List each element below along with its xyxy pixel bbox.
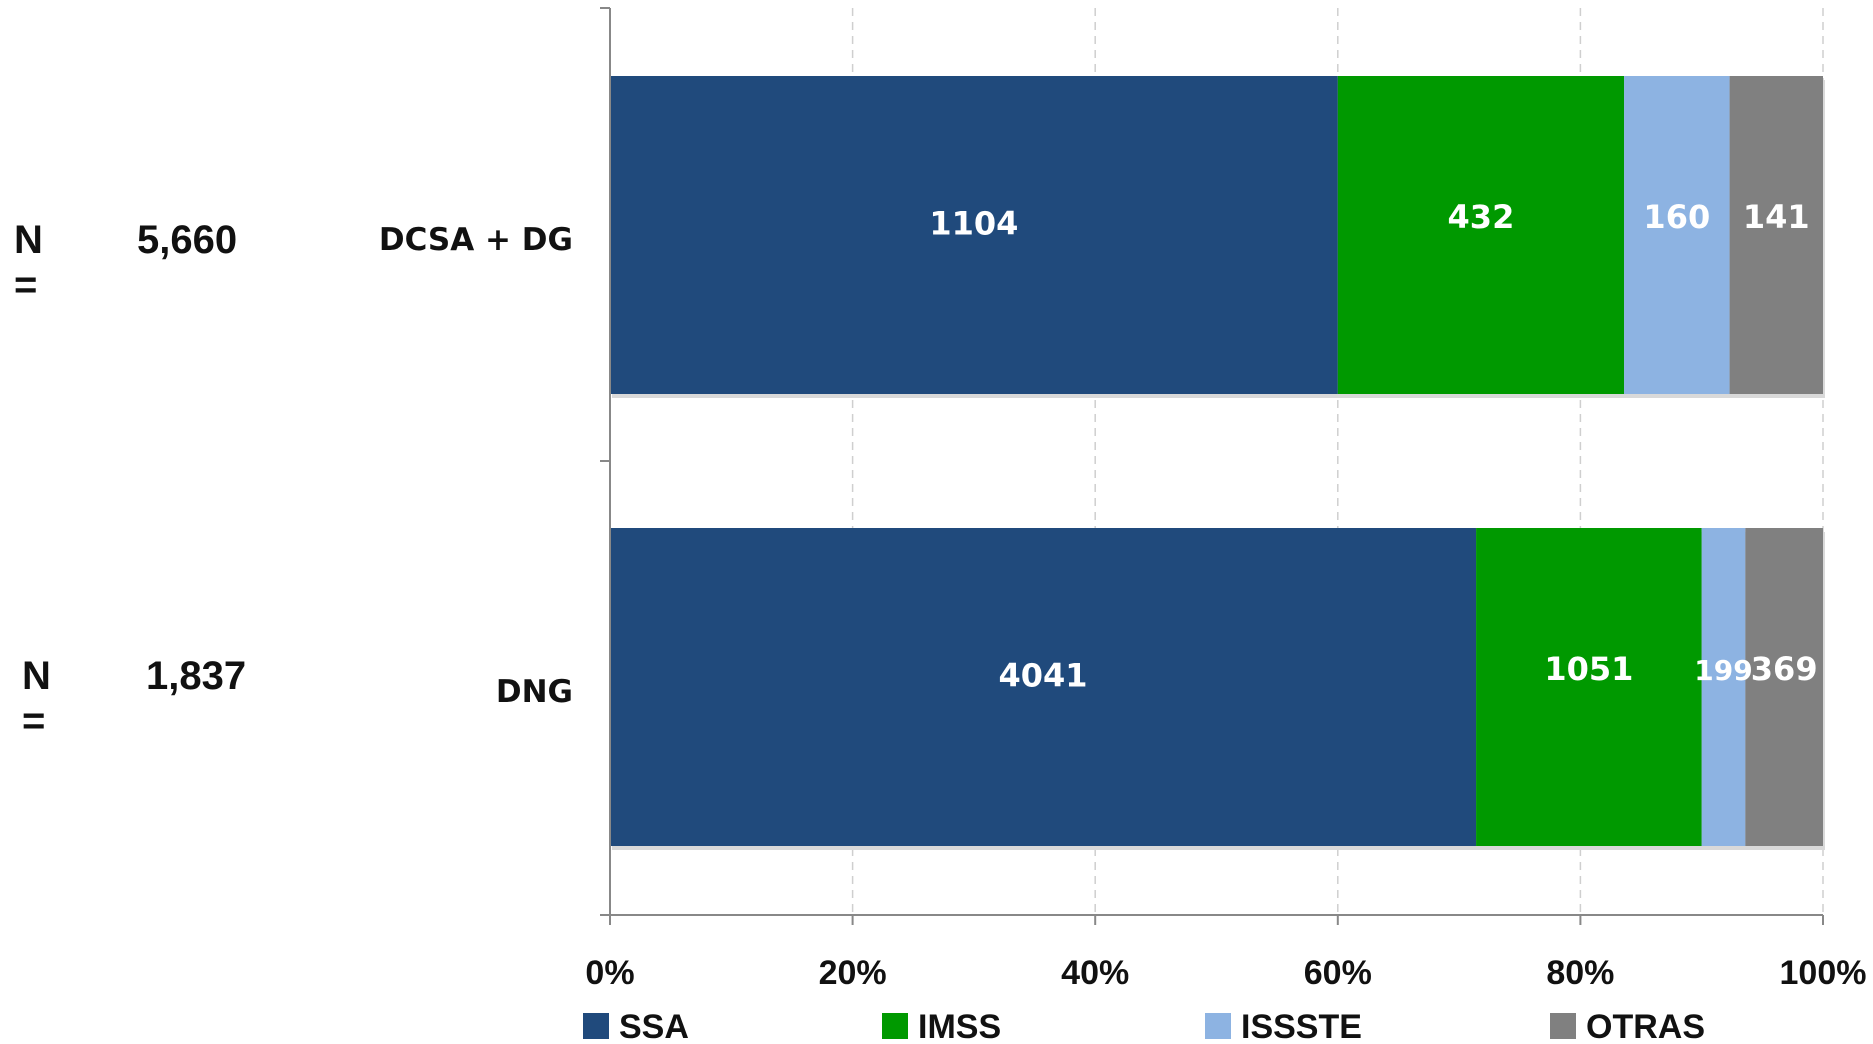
data-label: 1051: [1544, 650, 1633, 688]
category-label: DCSA + DG: [379, 222, 573, 258]
bar-segment-otras: [1729, 76, 1823, 394]
legend-swatch-imss: [882, 1013, 908, 1039]
legend-label-otras: OTRAS: [1586, 1008, 1705, 1044]
x-tick-label: 100%: [1780, 954, 1867, 992]
legend-swatch-issste: [1205, 1013, 1231, 1039]
x-tick-label: 0%: [585, 954, 634, 992]
n-prefix: N =: [14, 218, 43, 307]
bar-segment-ssa: [610, 76, 1338, 394]
bar-segment-otras: [1745, 528, 1823, 846]
bar-segment-issste: [1701, 528, 1746, 846]
data-label: 369: [1751, 650, 1818, 688]
legend-label-ssa: SSA: [619, 1008, 689, 1044]
x-tick-label: 80%: [1546, 954, 1614, 992]
n-prefix: N =: [22, 654, 51, 743]
x-tick-label: 40%: [1061, 954, 1129, 992]
legend-label-imss: IMSS: [918, 1008, 1001, 1044]
data-label: 160: [1643, 198, 1710, 236]
data-label: 432: [1448, 198, 1515, 236]
data-label: 199: [1694, 654, 1752, 687]
bar-segment-imss: [1337, 76, 1625, 394]
bar-segment-issste: [1624, 76, 1730, 394]
data-label: 4041: [999, 656, 1088, 694]
bar-segment-ssa: [610, 528, 1477, 846]
legend-swatch-ssa: [583, 1013, 609, 1039]
n-value: 5,660: [137, 218, 238, 262]
category-label: DNG: [496, 674, 573, 710]
data-label: 141: [1743, 198, 1810, 236]
bar-segment-imss: [1476, 528, 1702, 846]
n-value: 1,837: [146, 654, 247, 698]
x-tick-label: 60%: [1304, 954, 1372, 992]
legend-swatch-otras: [1550, 1013, 1576, 1039]
legend-label-issste: ISSSTE: [1241, 1008, 1362, 1044]
x-tick-label: 20%: [819, 954, 887, 992]
data-label: 1104: [929, 204, 1018, 242]
